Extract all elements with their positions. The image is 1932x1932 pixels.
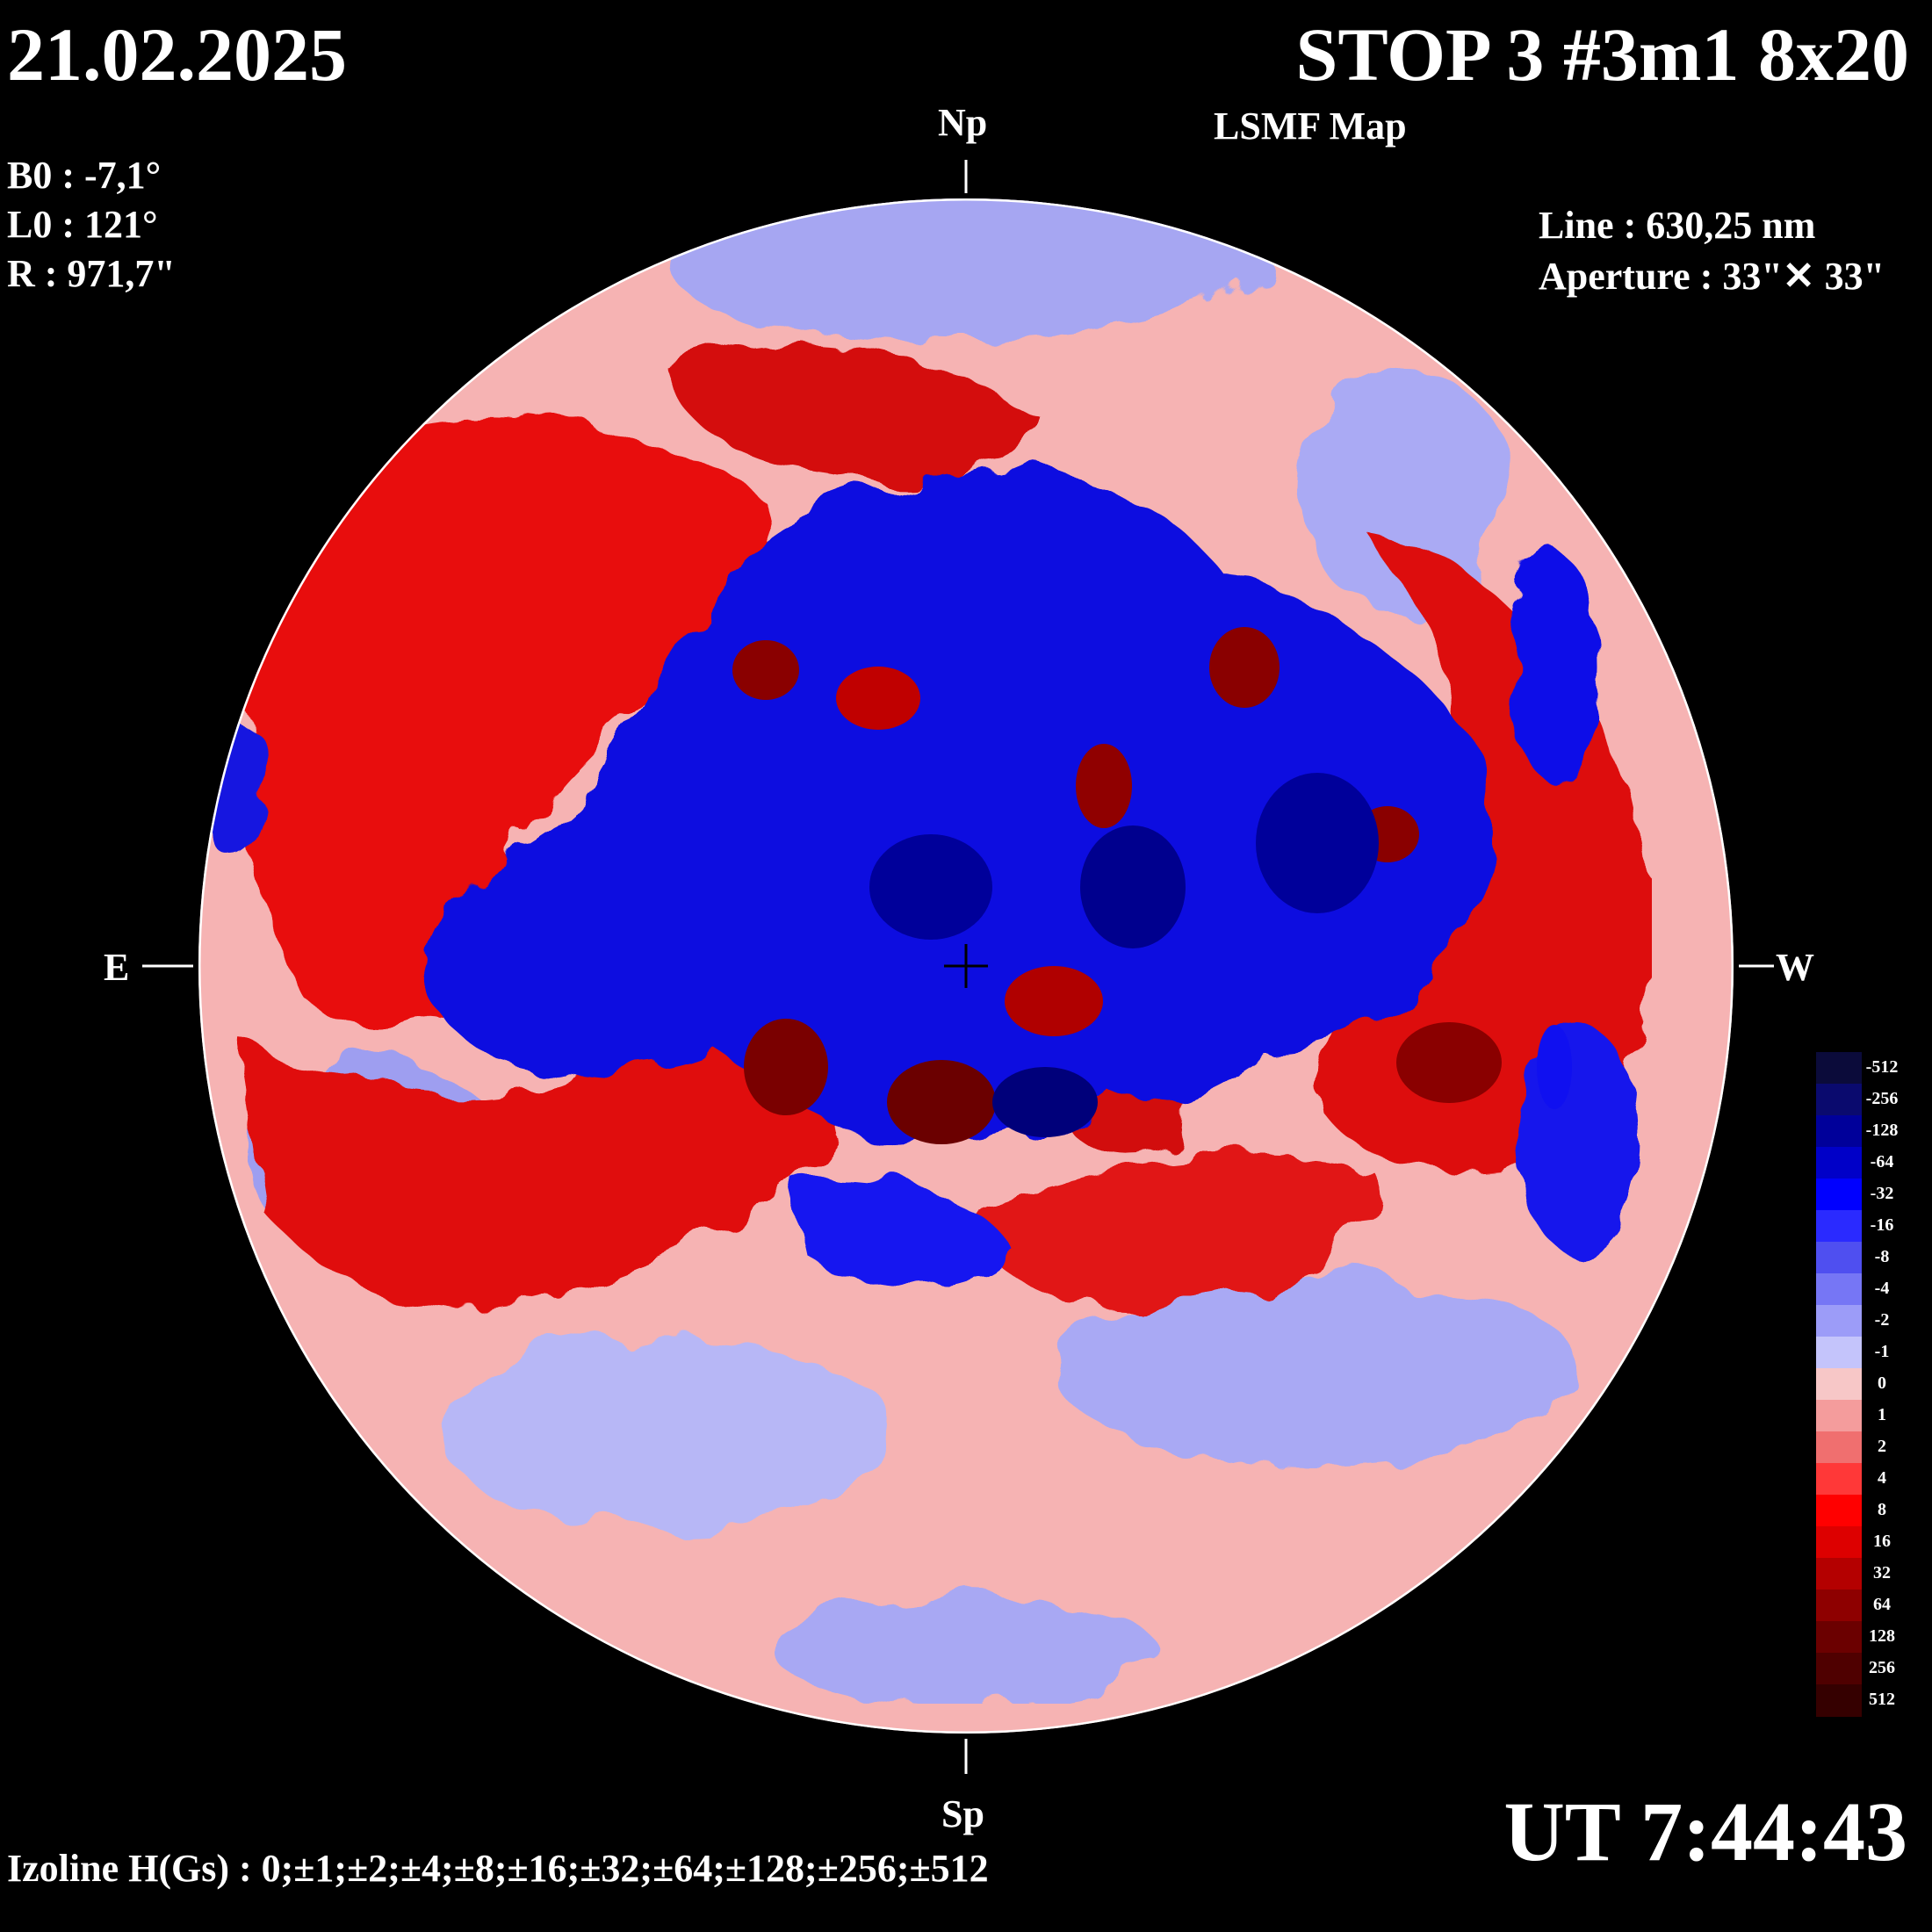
west-label: W (1776, 946, 1814, 989)
colorbar-swatch (1816, 1273, 1862, 1306)
universal-time: UT 7:44:43 (1503, 1784, 1907, 1878)
magnetic-field-disk (198, 198, 1734, 1734)
colorbar-swatch (1816, 1590, 1862, 1622)
colorbar-swatch (1816, 1463, 1862, 1496)
colorbar-tick-label: 64 (1873, 1595, 1891, 1614)
colorbar-swatch (1816, 1368, 1862, 1401)
axis-ticks (142, 160, 1774, 1774)
colorbar-swatch (1816, 1305, 1862, 1337)
colorbar-swatch (1816, 1653, 1862, 1685)
colorbar-tick-label: 4 (1878, 1468, 1886, 1488)
colorbar-swatch (1816, 1526, 1862, 1559)
l0-value: L0 : 121° (7, 203, 158, 246)
colorbar-swatch (1816, 1431, 1862, 1464)
colorbar-tick-label: -4 (1874, 1279, 1890, 1298)
colorbar-swatch (1816, 1179, 1862, 1211)
map-subtitle: LSMF Map (1214, 105, 1407, 148)
colorbar-swatch (1816, 1495, 1862, 1527)
field-cores (732, 627, 1572, 1144)
colorbar-tick-label: -512 (1865, 1057, 1899, 1077)
colorbar-tick-label: 256 (1869, 1658, 1895, 1677)
instrument-info: Line : 630,25 nm Aperture : 33"✕ 33" (1539, 200, 1885, 302)
map-title: STOP 3 #3m1 8x20 (1295, 12, 1909, 97)
aperture-size: Aperture : 33"✕ 33" (1539, 255, 1885, 298)
colorbar-swatch (1816, 1084, 1862, 1116)
colorbar-tick-label: -2 (1874, 1310, 1890, 1330)
colorbar-swatch (1816, 1115, 1862, 1148)
observation-date: 21.02.2025 (7, 12, 347, 97)
colorbar-tick-label: -8 (1874, 1247, 1890, 1266)
colorbar-swatch (1816, 1684, 1862, 1717)
colorbar-tick-label: 8 (1878, 1500, 1886, 1519)
colorbar-tick-label: -64 (1870, 1152, 1894, 1171)
colorbar-tick-label: 512 (1869, 1690, 1895, 1709)
radius-value: R : 971,7" (7, 252, 176, 295)
south-pole-label: Sp (941, 1792, 984, 1835)
north-pole-label: Np (938, 101, 988, 144)
colorbar-tick-label: -128 (1865, 1121, 1899, 1140)
colorbar-swatch (1816, 1052, 1862, 1085)
colorbar-swatch (1816, 1210, 1862, 1243)
colorbar-tick-label: -256 (1865, 1089, 1899, 1108)
b0-value: B0 : -7,1° (7, 154, 162, 197)
colorbar-swatch (1816, 1400, 1862, 1432)
izoline-legend: Izoline H(Gs) : 0;±1;±2;±4;±8;±16;±32;±6… (7, 1847, 989, 1890)
colorbar-tick-label: -32 (1870, 1184, 1894, 1203)
east-label: E (104, 946, 130, 989)
colorbar-tick-label: 32 (1873, 1563, 1891, 1582)
colorbar-tick-label: 128 (1869, 1626, 1895, 1646)
colorbar-swatch (1816, 1147, 1862, 1179)
colorbar-swatch (1816, 1621, 1862, 1654)
colorbar-tick-label: -16 (1870, 1215, 1894, 1235)
colorbar (1816, 1052, 1862, 1717)
colorbar-tick-label: 0 (1878, 1373, 1886, 1393)
colorbar-tick-label: 2 (1878, 1437, 1886, 1456)
colorbar-tick-label: 1 (1878, 1405, 1886, 1424)
colorbar-tick-label: -1 (1874, 1342, 1890, 1361)
colorbar-tick-label: 16 (1873, 1532, 1891, 1551)
colorbar-swatch (1816, 1558, 1862, 1590)
colorbar-swatch (1816, 1242, 1862, 1274)
colorbar-swatch (1816, 1337, 1862, 1369)
spectral-line: Line : 630,25 nm (1539, 204, 1816, 247)
ephemeris-params: B0 : -7,1° L0 : 121° R : 971,7" (7, 151, 176, 299)
